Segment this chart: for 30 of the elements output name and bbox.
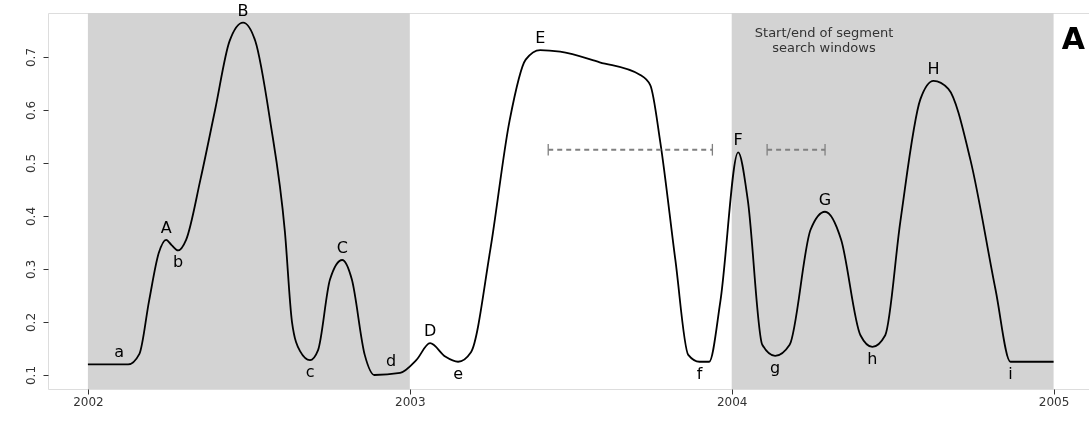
y-tick-label: 0.2 xyxy=(23,312,38,333)
y-tick-label: 0.3 xyxy=(23,259,38,280)
annotation: A xyxy=(160,217,172,237)
annotation: Start/end of segment search windows xyxy=(754,25,894,55)
annotation: G xyxy=(818,189,832,209)
x-tick-label: 2004 xyxy=(716,394,748,409)
annotation: b xyxy=(172,252,184,272)
annotation: D xyxy=(423,321,437,341)
x-tick-label: 2003 xyxy=(395,394,426,409)
annotation: a xyxy=(114,342,125,362)
annotation: f xyxy=(696,363,703,383)
y-tick-label: 0.4 xyxy=(23,206,38,227)
annotation: i xyxy=(1008,363,1013,383)
annotation: C xyxy=(336,237,348,257)
annotation: e xyxy=(453,363,464,383)
annotation: g xyxy=(770,357,781,377)
annotation: B xyxy=(237,0,249,20)
y-tick-label: 0.6 xyxy=(23,100,38,121)
y-tick-label: 0.7 xyxy=(23,47,38,68)
annotation: H xyxy=(927,58,940,78)
y-tick-label: 0.1 xyxy=(23,365,38,386)
annotation: A xyxy=(1061,21,1086,56)
annotation: d xyxy=(385,350,397,370)
x-tick-label: 2005 xyxy=(1038,394,1070,409)
annotation: h xyxy=(867,348,878,368)
annotation: F xyxy=(733,130,743,150)
annotation: E xyxy=(535,28,546,48)
x-tick-label: 2002 xyxy=(73,394,104,409)
annotation: c xyxy=(305,362,315,382)
y-tick-label: 0.5 xyxy=(23,153,38,174)
